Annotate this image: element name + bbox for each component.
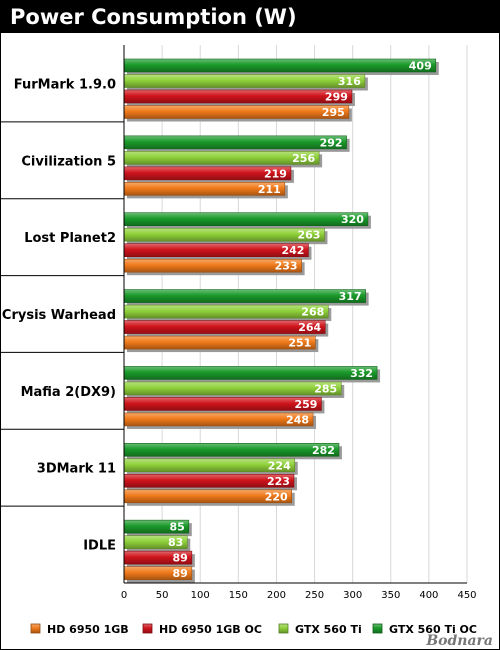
data-label: 263 — [297, 229, 320, 242]
legend-label: HD 6950 1GB — [47, 623, 129, 636]
legend-swatch — [30, 623, 41, 634]
bar — [123, 412, 314, 427]
category-label: Civilization 5 — [21, 154, 116, 169]
title-bar: Power Consumption (W) — [1, 1, 499, 33]
bar — [123, 304, 329, 319]
category-label: Crysis Warhead — [2, 308, 116, 323]
data-label: 89 — [173, 567, 188, 580]
bar-layer: 409 316 299 295 292 256 219 211 320 263 242 233 317 2… — [123, 58, 439, 583]
data-label: 259 — [294, 398, 317, 411]
chart-title: Power Consumption (W) — [10, 5, 297, 29]
data-label: 295 — [322, 106, 345, 119]
data-label: 211 — [258, 183, 281, 196]
data-label: 233 — [275, 260, 298, 273]
bar — [123, 89, 353, 104]
bar — [123, 58, 437, 73]
data-label: 299 — [325, 91, 348, 104]
data-label: 332 — [350, 367, 373, 380]
legend-label: HD 6950 1GB OC — [159, 623, 262, 636]
bar — [123, 289, 366, 303]
data-label: 320 — [341, 213, 364, 226]
x-tick-label: 300 — [343, 590, 362, 601]
bar — [123, 381, 342, 396]
data-label: 264 — [298, 321, 321, 334]
data-label: 317 — [339, 290, 362, 303]
x-tick-label: 100 — [191, 590, 210, 601]
data-label: 89 — [173, 552, 188, 565]
bar — [123, 442, 340, 457]
x-tick-label: 450 — [457, 590, 476, 601]
bar — [123, 227, 325, 242]
category-label: 3DMark 11 — [37, 462, 116, 477]
x-tick-label: 200 — [267, 590, 286, 601]
legend-swatch — [142, 623, 153, 634]
bar — [123, 135, 347, 150]
watermark-text: Bodnara — [425, 633, 493, 649]
data-label: 409 — [409, 60, 432, 73]
legend-label: GTX 560 Ti — [295, 623, 362, 636]
data-label: 242 — [281, 244, 304, 257]
category-label: Lost Planet2 — [24, 231, 116, 246]
data-label: 219 — [264, 167, 287, 180]
category-label: FurMark 1.9.0 — [14, 77, 116, 92]
bar — [123, 212, 369, 227]
data-label: 285 — [314, 382, 337, 395]
legend-swatch — [372, 623, 383, 634]
data-label: 223 — [267, 475, 290, 488]
data-label: 224 — [268, 459, 291, 472]
data-label: 256 — [292, 152, 315, 165]
x-tick-label: 150 — [229, 590, 248, 601]
bar — [123, 335, 316, 350]
bar — [123, 105, 350, 119]
data-label: 268 — [301, 306, 324, 319]
x-tick-label: 250 — [305, 590, 324, 601]
bar — [123, 366, 378, 380]
bar — [123, 74, 366, 88]
x-tick-label: 0 — [121, 590, 127, 601]
category-label: Mafia 2(DX9) — [21, 385, 116, 400]
axis-layer: 0 50 100 150 200 250 300 350 400 450 FurMark 1.9.0… — [1, 45, 477, 601]
data-label: 251 — [288, 337, 311, 350]
data-label: 83 — [168, 536, 183, 549]
category-label: IDLE — [83, 539, 116, 554]
data-label: 282 — [312, 444, 335, 457]
legend: HD 6950 1GB HD 6950 1GB OC GTX 560 Ti GTX 5… — [30, 623, 477, 636]
bar — [123, 151, 320, 165]
data-label: 292 — [320, 136, 343, 149]
x-tick-label: 350 — [381, 590, 400, 601]
bar — [123, 320, 326, 334]
data-label: 316 — [338, 75, 361, 88]
data-label: 220 — [265, 490, 288, 503]
legend-swatch — [278, 623, 289, 634]
legend-label: GTX 560 Ti OC — [389, 623, 477, 636]
x-tick-label: 50 — [156, 590, 169, 601]
bar — [123, 397, 322, 411]
data-label: 85 — [169, 521, 184, 534]
x-tick-label: 400 — [419, 590, 438, 601]
data-label: 248 — [286, 413, 309, 426]
